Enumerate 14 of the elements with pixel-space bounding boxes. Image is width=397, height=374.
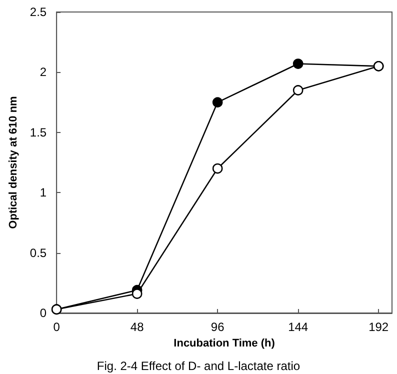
y-tick-label: 1.5 [30,125,47,140]
y-axis-title: Optical density at 610 nm [8,96,20,229]
y-tick-label: 2 [40,65,47,80]
x-tick-label: 192 [368,320,389,334]
x-tick-label: 0 [53,320,60,334]
y-tick-label: 0 [40,306,47,320]
y-tick-label: 0.5 [30,246,47,260]
y-tick-label: 2.5 [30,5,47,19]
x-axis-title: Incubation Time (h) [174,337,276,350]
x-tick-label: 48 [130,320,144,334]
x-tick-label: 96 [210,320,225,334]
x-tick-label: 144 [288,320,308,334]
caption: Fig. 2-4 Effect of D- and L-lactate ratio [96,359,300,373]
y-tick-label: 1 [40,186,47,200]
